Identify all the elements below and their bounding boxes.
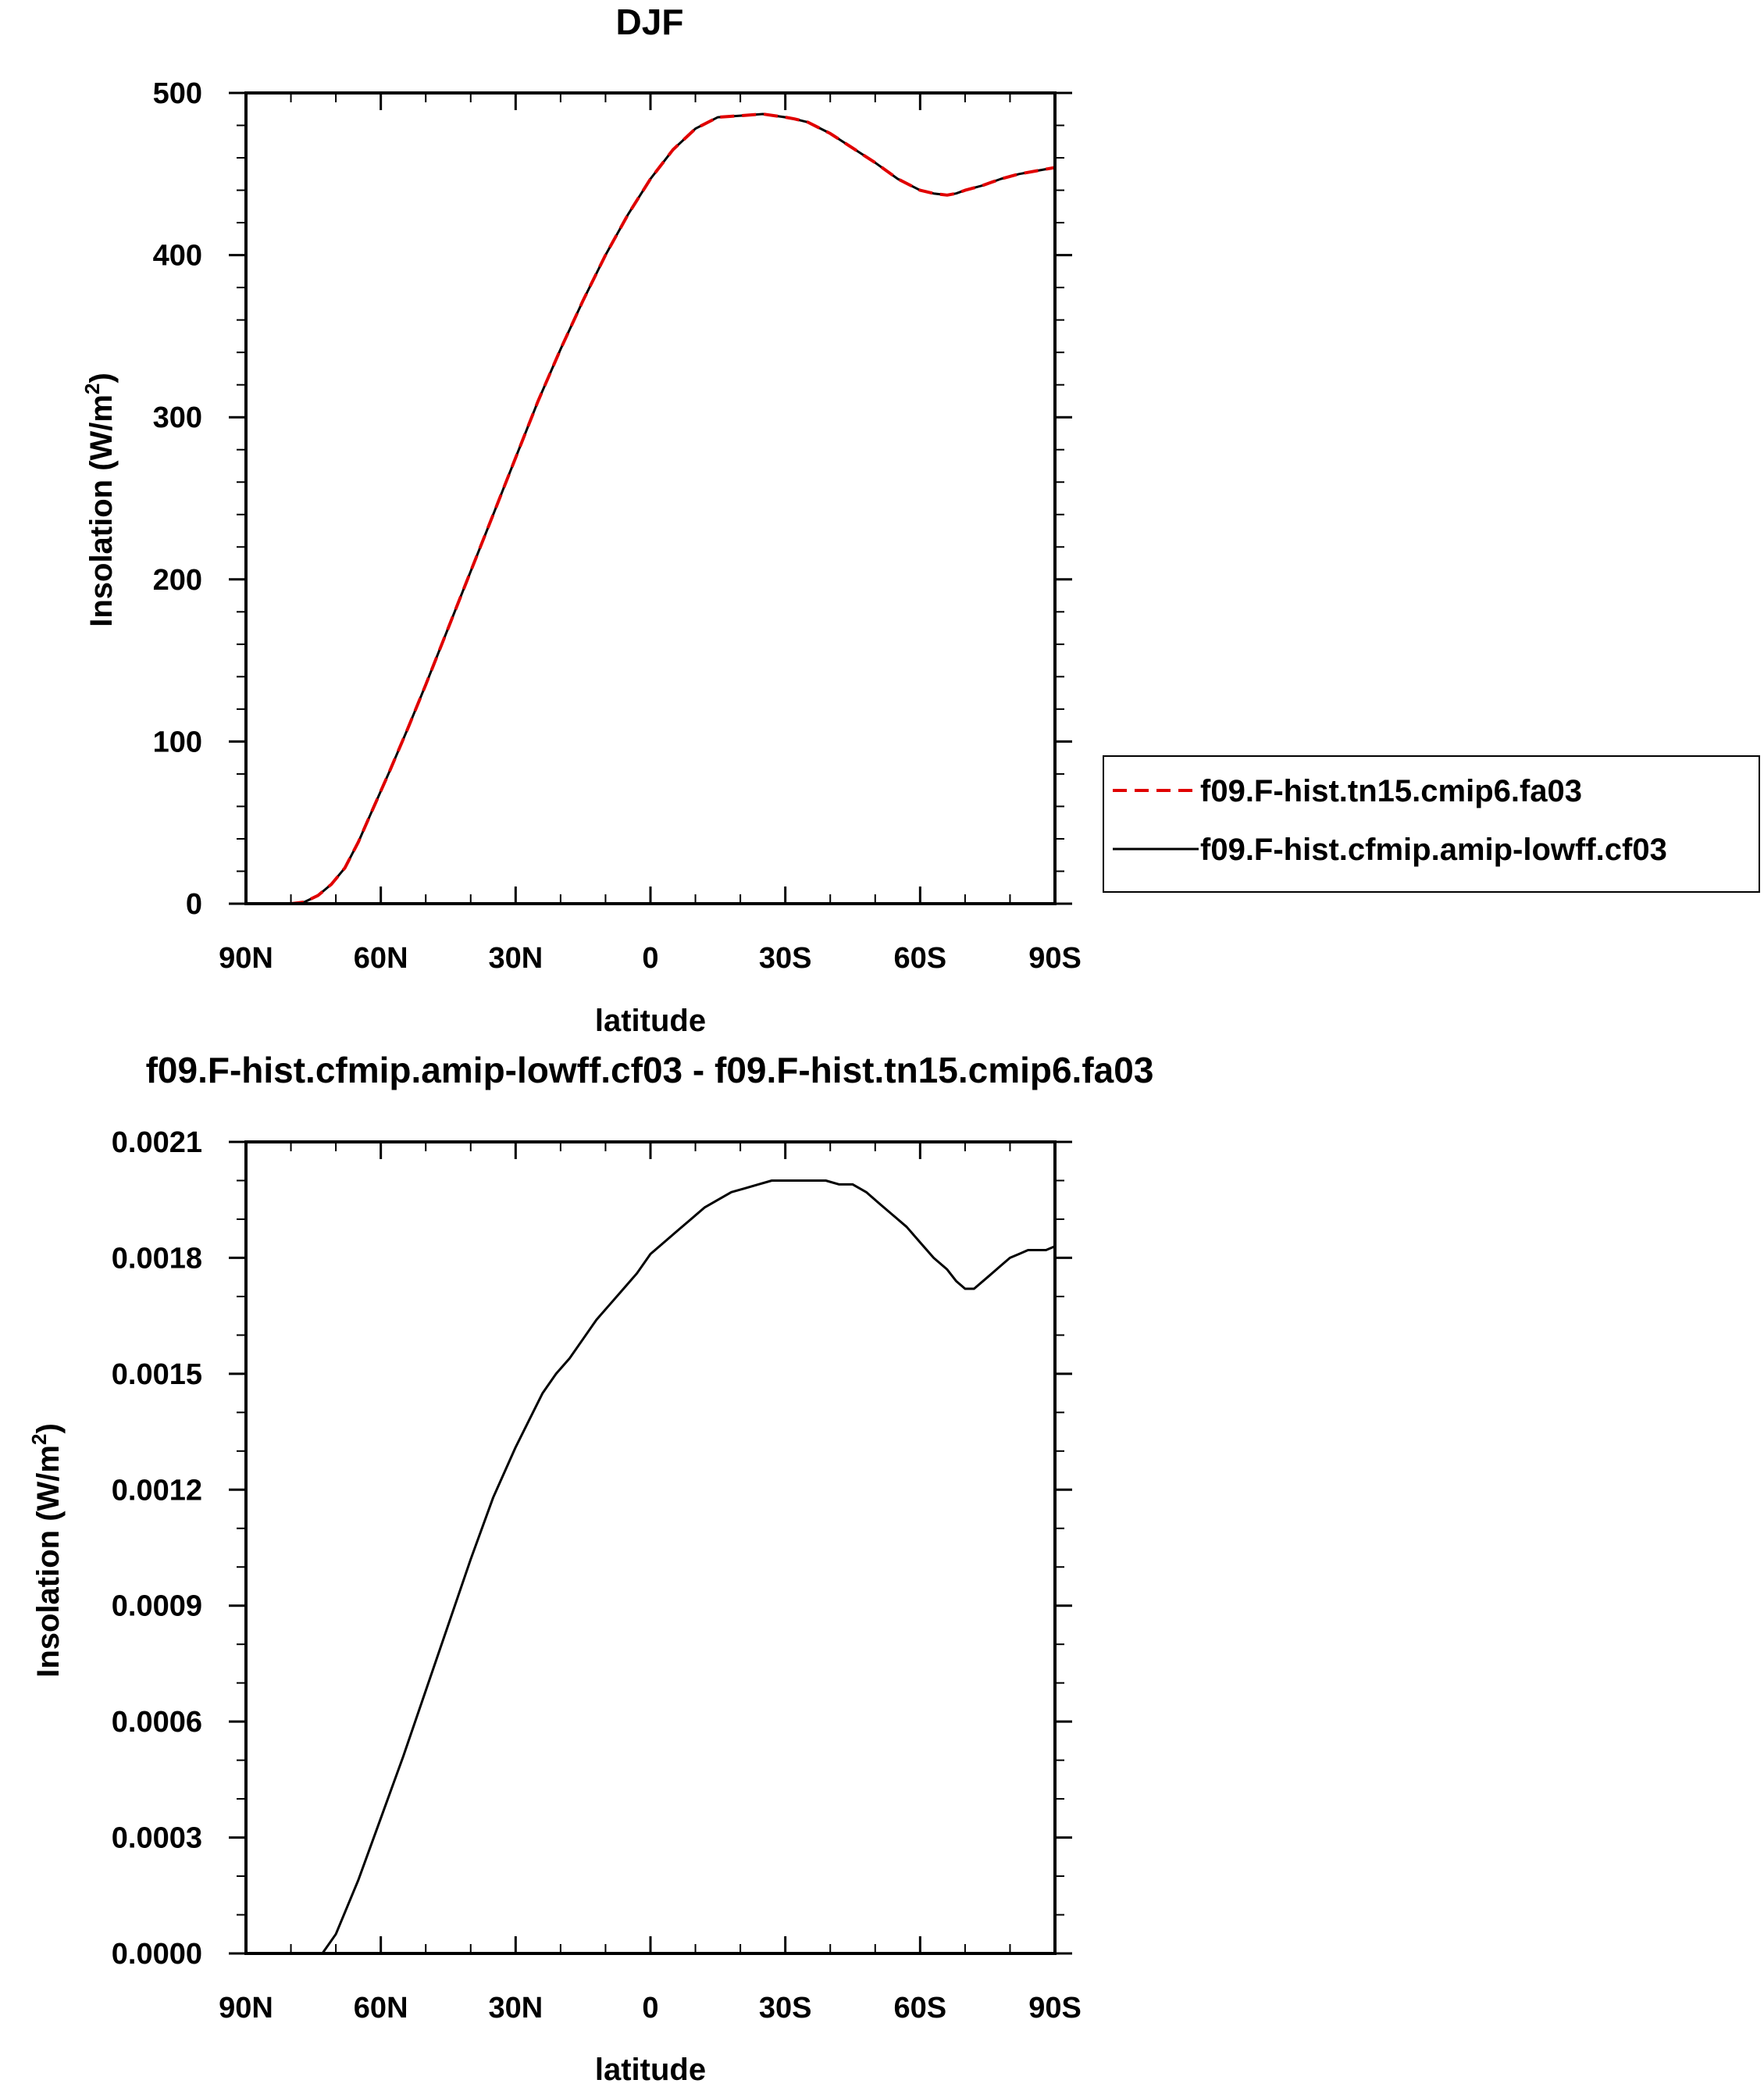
y-tick-label: 300 xyxy=(153,401,202,434)
legend-box xyxy=(1103,755,1760,893)
y-axis-title-main: Insolation (W/m xyxy=(31,1445,66,1678)
y-axis-title: Insolation (W/m2) xyxy=(27,1423,66,1678)
x-tick-labels: 90N 60N 30N 0 30S 60S 90S xyxy=(219,942,1082,975)
djf-chart: DJF 90N 60N 30N 0 30S 60S 90S 0 100 200 300 400 500… xyxy=(80,2,1760,1038)
top-axis-ticks xyxy=(229,91,1072,905)
series-line-difference xyxy=(246,1179,1056,1955)
x-tick-label: 30S xyxy=(759,1992,812,2025)
x-tick-label: 30N xyxy=(488,1992,543,2025)
legend-label-tn15: f09.F-hist.tn15.cmip6.fa03 xyxy=(1200,774,1582,808)
bottom-series-lines xyxy=(246,1179,1056,1955)
x-tick-label: 0 xyxy=(642,942,658,975)
x-tick-label: 60N xyxy=(354,942,408,975)
y-tick-label: 500 xyxy=(153,77,202,110)
y-axis-title-sup: 2 xyxy=(27,1434,51,1445)
bottom-axis-ticks xyxy=(229,1140,1072,1955)
x-tick-label: 90N xyxy=(219,942,273,975)
y-axis-title-close: ) xyxy=(84,373,119,383)
x-tick-label: 90S xyxy=(1028,942,1082,975)
legend-label-cfmip: f09.F-hist.cfmip.amip-lowff.cf03 xyxy=(1200,833,1667,867)
y-axis-title-sup: 2 xyxy=(80,384,104,394)
y-tick-labels: 0 100 200 300 400 500 xyxy=(153,77,202,921)
y-tick-label: 0 xyxy=(186,888,202,921)
plot-frame xyxy=(244,1140,1057,1955)
y-axis-title-close: ) xyxy=(31,1423,66,1433)
y-tick-label: 0.0015 xyxy=(112,1358,202,1391)
x-tick-label: 60S xyxy=(894,1992,947,2025)
legend: f09.F-hist.tn15.cmip6.fa03 f09.F-hist.cf… xyxy=(1103,755,1760,893)
x-tick-labels: 90N 60N 30N 0 30S 60S 90S xyxy=(219,1992,1082,2025)
y-tick-label: 100 xyxy=(153,726,202,758)
y-tick-label: 0.0006 xyxy=(112,1706,202,1739)
x-tick-label: 30N xyxy=(488,942,543,975)
y-tick-label: 0.0012 xyxy=(112,1474,202,1507)
chart-title: DJF xyxy=(616,2,684,42)
y-tick-label: 0.0000 xyxy=(112,1938,202,1971)
x-tick-label: 30S xyxy=(759,942,812,975)
y-axis-title-main: Insolation (W/m xyxy=(84,394,119,627)
y-tick-label: 0.0003 xyxy=(112,1822,202,1855)
y-tick-label: 0.0018 xyxy=(112,1242,202,1275)
series-line-f09-f-hist-tn15-cmip6-fa03 xyxy=(246,112,1056,905)
y-tick-label: 400 xyxy=(153,240,202,273)
y-axis-title: Insolation (W/m2) xyxy=(80,373,119,627)
x-tick-label: 0 xyxy=(642,1992,658,2025)
plot-frame xyxy=(244,91,1057,905)
y-tick-label: 200 xyxy=(153,564,202,597)
top-series-lines xyxy=(246,112,1056,905)
x-axis-title: latitude xyxy=(595,1004,706,1038)
x-tick-label: 60N xyxy=(354,1992,408,2025)
x-axis-title: latitude xyxy=(595,2053,706,2087)
y-tick-label: 0.0021 xyxy=(112,1126,202,1159)
x-tick-label: 60S xyxy=(894,942,947,975)
chart-title: f09.F-hist.cfmip.amip-lowff.cf03 - f09.F… xyxy=(146,1050,1154,1090)
y-tick-labels: 0.0000 0.0003 0.0006 0.0009 0.0012 0.0015 0.00… xyxy=(112,1126,202,1971)
y-tick-label: 0.0009 xyxy=(112,1590,202,1623)
difference-chart: f09.F-hist.cfmip.amip-lowff.cf03 - f09.F… xyxy=(27,1050,1153,2087)
x-tick-label: 90S xyxy=(1028,1992,1082,2025)
x-tick-label: 90N xyxy=(219,1992,273,2025)
series-line-f09-f-hist-cfmip-amip-lowff-cf03 xyxy=(246,112,1056,905)
